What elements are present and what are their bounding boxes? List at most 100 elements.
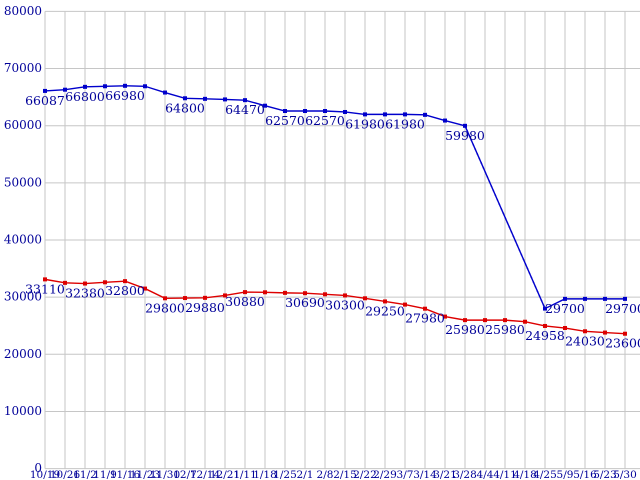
x-tick-label: 12/7 [173,469,197,480]
upper-series-point-label: 62570 [265,113,305,128]
upper-series-point-label: 61980 [345,116,385,131]
upper-series-point-marker [63,87,67,92]
lower-series-point-marker [243,290,247,295]
x-tick-label: 3/28 [453,469,477,480]
upper-series-point-marker [303,109,307,114]
upper-series-point-marker [183,96,187,101]
x-tick-label: 4/18 [513,469,537,480]
lower-series-point-marker [463,318,467,323]
upper-series-point-marker [563,296,567,301]
x-tick-label: 3/14 [413,469,437,480]
x-tick-label: 3/21 [433,469,457,480]
lower-series-point-marker [583,329,587,334]
lower-series-point-marker [343,293,347,298]
upper-series-point-marker [323,109,327,114]
upper-series-point-marker [203,96,207,101]
x-tick-label: 3/7 [397,469,414,480]
upper-series-line [44,85,466,127]
lower-series-point-marker [523,319,527,324]
lower-series-point-marker [83,281,87,286]
lower-series-point-marker [283,290,287,295]
upper-series-point-marker [143,84,147,89]
lower-series-point-marker [303,291,307,296]
lower-series-point-marker [203,295,207,300]
lower-series-point-label: 29800 [145,300,185,315]
x-tick-label: 10/19 [30,469,60,480]
x-tick-label: 4/25 [533,469,557,480]
lower-series-point-label: 33110 [25,281,65,296]
upper-series-point-marker [583,296,587,301]
upper-series-point-label: 66800 [65,89,105,104]
lower-series-point-marker [363,296,367,301]
lower-series-line [44,278,626,335]
upper-series-point-marker [223,97,227,102]
upper-series-point-marker [43,88,47,93]
upper-series-line [464,125,625,310]
lower-series-point-marker [183,296,187,301]
lower-series-point-label: 30880 [225,294,265,309]
lower-series-point-label: 24958 [525,328,565,343]
lower-series-point-marker [443,314,447,319]
x-tick-label: 11/2 [73,469,97,480]
lower-series-point-marker [543,323,547,328]
lower-series-point-label: 30300 [325,297,365,312]
upper-series-point-marker [243,98,247,103]
lower-series-point-marker [503,318,507,323]
upper-series-point-label: 66087 [25,93,65,108]
upper-series-point-marker [103,84,107,89]
x-tick-label: 5/30 [613,469,637,480]
x-tick-label: 11/9 [93,469,117,480]
x-tick-label: 5/16 [573,469,597,480]
y-tick-label: 60000 [4,118,42,132]
upper-series-point-label: 29700 [605,301,640,316]
lower-series-point-marker [623,331,627,336]
lower-series-point-marker [563,326,567,331]
lower-series-point-marker [43,277,47,282]
upper-series-point-label: 59980 [445,128,485,143]
x-tick-label: 4/11 [493,469,517,480]
x-tick-label: 1/18 [253,469,277,480]
lower-series-point-marker [403,302,407,307]
x-tick-label: 11/23 [130,469,160,480]
upper-series-point-marker [283,109,287,114]
upper-series-point-marker [83,84,87,89]
x-tick-label: 2/8 [317,469,334,480]
lower-series-point-label: 32800 [105,283,145,298]
upper-series-point-marker [123,83,127,88]
upper-series-point-marker [603,296,607,301]
lower-series-point-marker [323,292,327,297]
lower-series-point-marker [63,280,67,285]
lower-series-point-marker [223,293,227,298]
y-tick-label: 80000 [4,4,42,18]
x-tick-label: 5/23 [593,469,617,480]
upper-series-point-marker [443,118,447,123]
y-tick-label: 40000 [4,233,42,247]
x-tick-label: 1/11 [233,469,257,480]
lower-series-point-marker [123,279,127,284]
lower-series-point-marker [103,280,107,285]
x-tick-label: 2/15 [333,469,357,480]
upper-series-point-marker [343,109,347,114]
upper-series-point-marker [163,90,167,95]
lower-series-point-label: 23600 [605,336,640,351]
x-tick-label: 12/14 [190,469,221,480]
lower-series-point-marker [163,296,167,301]
upper-series-point-marker [463,123,467,128]
upper-series-point-label: 66980 [105,88,145,103]
x-tick-label: 4/4 [477,469,494,480]
lower-series-point-label: 25980 [445,322,485,337]
upper-series-point-label: 64470 [225,102,265,117]
upper-series-point-marker [363,112,367,117]
x-tick-label: 2/22 [353,469,377,480]
lower-series-point-marker [383,299,387,304]
upper-series-point-marker [263,103,267,108]
upper-series-point-label: 64800 [165,100,205,115]
upper-series-point-marker [623,296,627,301]
lower-series-point-label: 25980 [485,322,525,337]
x-tick-label: 5/9 [557,469,574,480]
x-tick-label: 12/21 [210,469,240,480]
x-tick-label: 1/25 [273,469,297,480]
lower-series-point-label: 29880 [185,300,225,315]
lower-series-point-marker [263,290,267,295]
